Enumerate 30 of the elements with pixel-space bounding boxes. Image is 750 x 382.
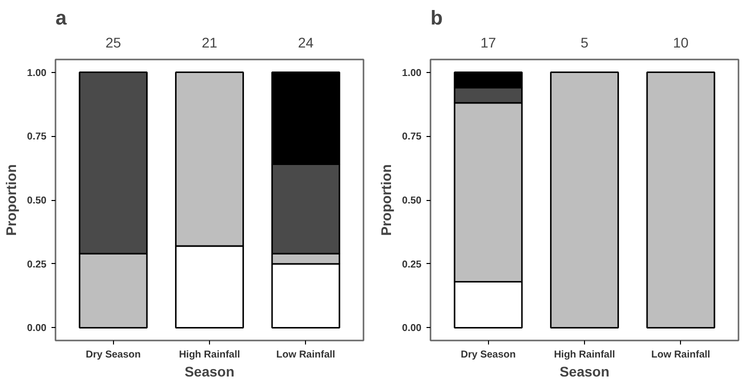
x-tick-label: High Rainfall: [554, 350, 616, 360]
y-tick-label: 1.00: [27, 68, 47, 79]
x-tick-label: High Rainfall: [178, 350, 240, 360]
text: 17: [480, 34, 496, 50]
x-axis-title: Season: [560, 364, 610, 380]
x-axis-title: Season: [184, 364, 234, 380]
y-tick-label: 0.00: [402, 323, 422, 334]
x-tick-label: Dry Season: [460, 350, 516, 360]
y-tick-label: 0.25: [27, 259, 47, 270]
y-tick-label: 0.75: [27, 132, 47, 143]
text: 10: [672, 34, 689, 50]
y-tick-label: 0.00: [27, 323, 47, 334]
x-tick-label: Dry Season: [86, 350, 141, 360]
x-tick-label: Low Rainfall: [276, 350, 336, 360]
x-tick-label: Low Rainfall: [651, 350, 710, 360]
chart-title: b: [430, 8, 443, 30]
text: 5: [580, 34, 589, 50]
chart-title: a: [56, 8, 68, 30]
y-tick-label: 0.25: [402, 259, 422, 270]
text: 25: [105, 34, 122, 50]
text: 21: [202, 34, 218, 50]
bar: [550, 72, 619, 328]
y-tick-label: 0.50: [27, 196, 47, 206]
y-tick-label: 0.50: [402, 196, 422, 206]
text: 24: [298, 34, 314, 50]
y-axis-title: Proportion: [3, 164, 20, 236]
bar: [646, 72, 716, 328]
y-tick-label: 0.75: [402, 132, 422, 143]
y-tick-label: 1.00: [402, 68, 422, 79]
y-axis-title: Proportion: [378, 164, 394, 236]
